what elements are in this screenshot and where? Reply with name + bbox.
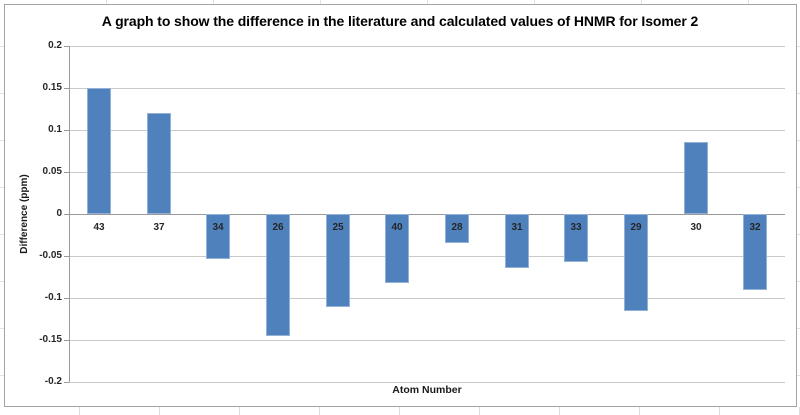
category-label: 31 <box>511 222 523 233</box>
gridline <box>69 46 785 47</box>
category-label: 34 <box>212 222 224 233</box>
y-axis-tick-mark <box>64 214 69 215</box>
y-axis-tick-label: -0.1 <box>44 292 62 303</box>
bar <box>684 142 708 214</box>
bar <box>743 214 767 290</box>
y-axis-tick-mark <box>64 88 69 89</box>
y-axis-tick-mark <box>64 130 69 131</box>
y-axis-tick-label: 0.2 <box>48 40 62 51</box>
gridline <box>69 340 785 341</box>
gridline <box>69 130 785 131</box>
y-axis-tick-label: 0.1 <box>48 124 62 135</box>
bar <box>445 214 469 243</box>
bar <box>326 214 350 307</box>
x-axis-title: Atom Number <box>392 384 462 396</box>
y-axis-tick-label: 0.05 <box>42 166 62 177</box>
y-axis-tick-label: 0.15 <box>42 82 62 93</box>
y-axis-tick-mark <box>64 256 69 257</box>
bar <box>147 113 171 214</box>
y-axis-tick-mark <box>64 340 69 341</box>
bar <box>385 214 409 283</box>
category-label: 28 <box>451 222 463 233</box>
bar <box>206 214 230 259</box>
category-label: 25 <box>332 222 344 233</box>
y-axis-tick-mark <box>64 46 69 47</box>
y-axis-tick-label: 0 <box>56 208 62 219</box>
y-axis-tick-label: -0.2 <box>44 376 62 387</box>
category-label: 33 <box>570 222 582 233</box>
chart-border-frame <box>4 4 797 407</box>
y-axis-tick-label: -0.15 <box>39 334 62 345</box>
gridline <box>69 298 785 299</box>
category-label: 30 <box>690 222 702 233</box>
bar <box>505 214 529 268</box>
y-axis-tick-mark <box>64 298 69 299</box>
gridline <box>69 382 785 383</box>
category-label: 43 <box>93 222 105 233</box>
gridline <box>69 88 785 89</box>
y-axis-line <box>69 46 70 382</box>
y-axis-tick-mark <box>64 172 69 173</box>
gridline <box>69 214 785 215</box>
y-axis-tick-mark <box>64 382 69 383</box>
category-label: 37 <box>153 222 165 233</box>
gridline <box>69 172 785 173</box>
category-label: 29 <box>630 222 642 233</box>
y-axis-tick-label: -0.05 <box>39 250 62 261</box>
chart-title: A graph to show the difference in the li… <box>101 13 699 29</box>
bar <box>624 214 648 311</box>
category-label: 26 <box>272 222 284 233</box>
category-label: 40 <box>391 222 403 233</box>
category-label: 32 <box>749 222 761 233</box>
bar <box>564 214 588 262</box>
gridline <box>69 256 785 257</box>
bar <box>266 214 290 336</box>
bar <box>87 88 111 214</box>
